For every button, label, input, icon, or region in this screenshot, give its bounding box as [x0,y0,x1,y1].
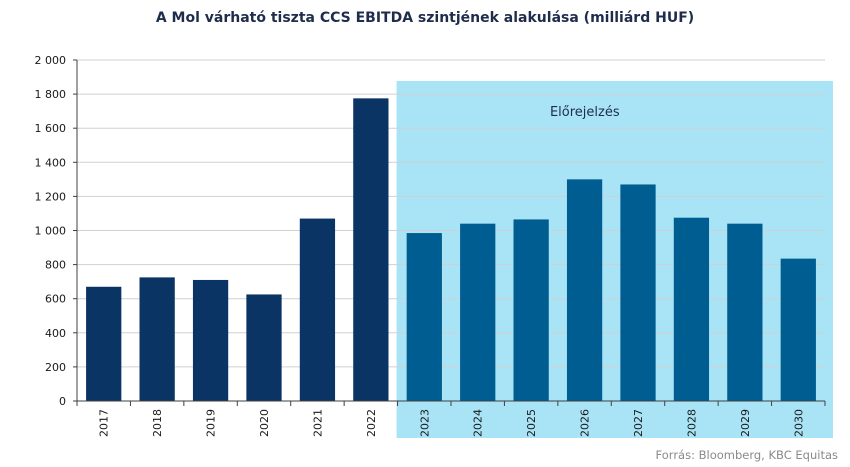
y-tick-label: 400 [45,327,66,340]
bar-2018 [139,277,175,401]
y-tick-label: 1 600 [35,122,67,135]
bar-2028 [673,217,710,401]
chart-title: A Mol várható tiszta CCS EBITDA szintjén… [155,10,695,26]
y-tick-label: 0 [59,395,66,408]
x-tick-label: 2028 [685,409,698,437]
x-tick-label: 2017 [98,409,111,437]
x-tick-label: 2026 [579,409,592,437]
x-tick-label: 2025 [525,409,538,437]
x-tick-label: 2022 [365,409,378,437]
bar-2024 [460,223,496,401]
x-tick-label: 2024 [472,409,485,437]
x-tick-label: 2021 [311,409,324,437]
bar-2030 [780,258,816,401]
y-tick-label: 1 200 [35,190,67,203]
bar-2017 [86,286,122,401]
bar-2021 [299,218,336,401]
bar-2025 [513,219,549,401]
forecast-label: Előrejelzés [550,105,620,120]
bar-2027 [620,184,656,401]
x-tick-label: 2029 [739,409,752,437]
bar-2020 [246,294,282,401]
bar-2019 [192,279,229,401]
bar-2023 [406,233,442,401]
y-tick-label: 2 000 [35,54,67,67]
x-tick-label: 2018 [151,409,164,437]
x-tick-label: 2023 [418,409,431,437]
x-tick-label: 2027 [632,409,645,437]
bar-2029 [727,223,763,401]
bar-2026 [566,179,603,401]
y-tick-label: 1 400 [35,156,67,169]
x-tick-label: 2020 [258,409,271,437]
y-tick-label: 600 [45,293,66,306]
y-tick-label: 1 000 [35,225,67,238]
x-tick-label: 2030 [792,409,805,437]
x-tick-label: 2019 [205,409,218,437]
source-note: Forrás: Bloomberg, KBC Equitas [655,448,838,462]
y-tick-label: 200 [45,361,66,374]
y-tick-label: 1 800 [35,88,67,101]
y-tick-label: 800 [45,259,66,272]
bar-2022 [353,98,389,402]
